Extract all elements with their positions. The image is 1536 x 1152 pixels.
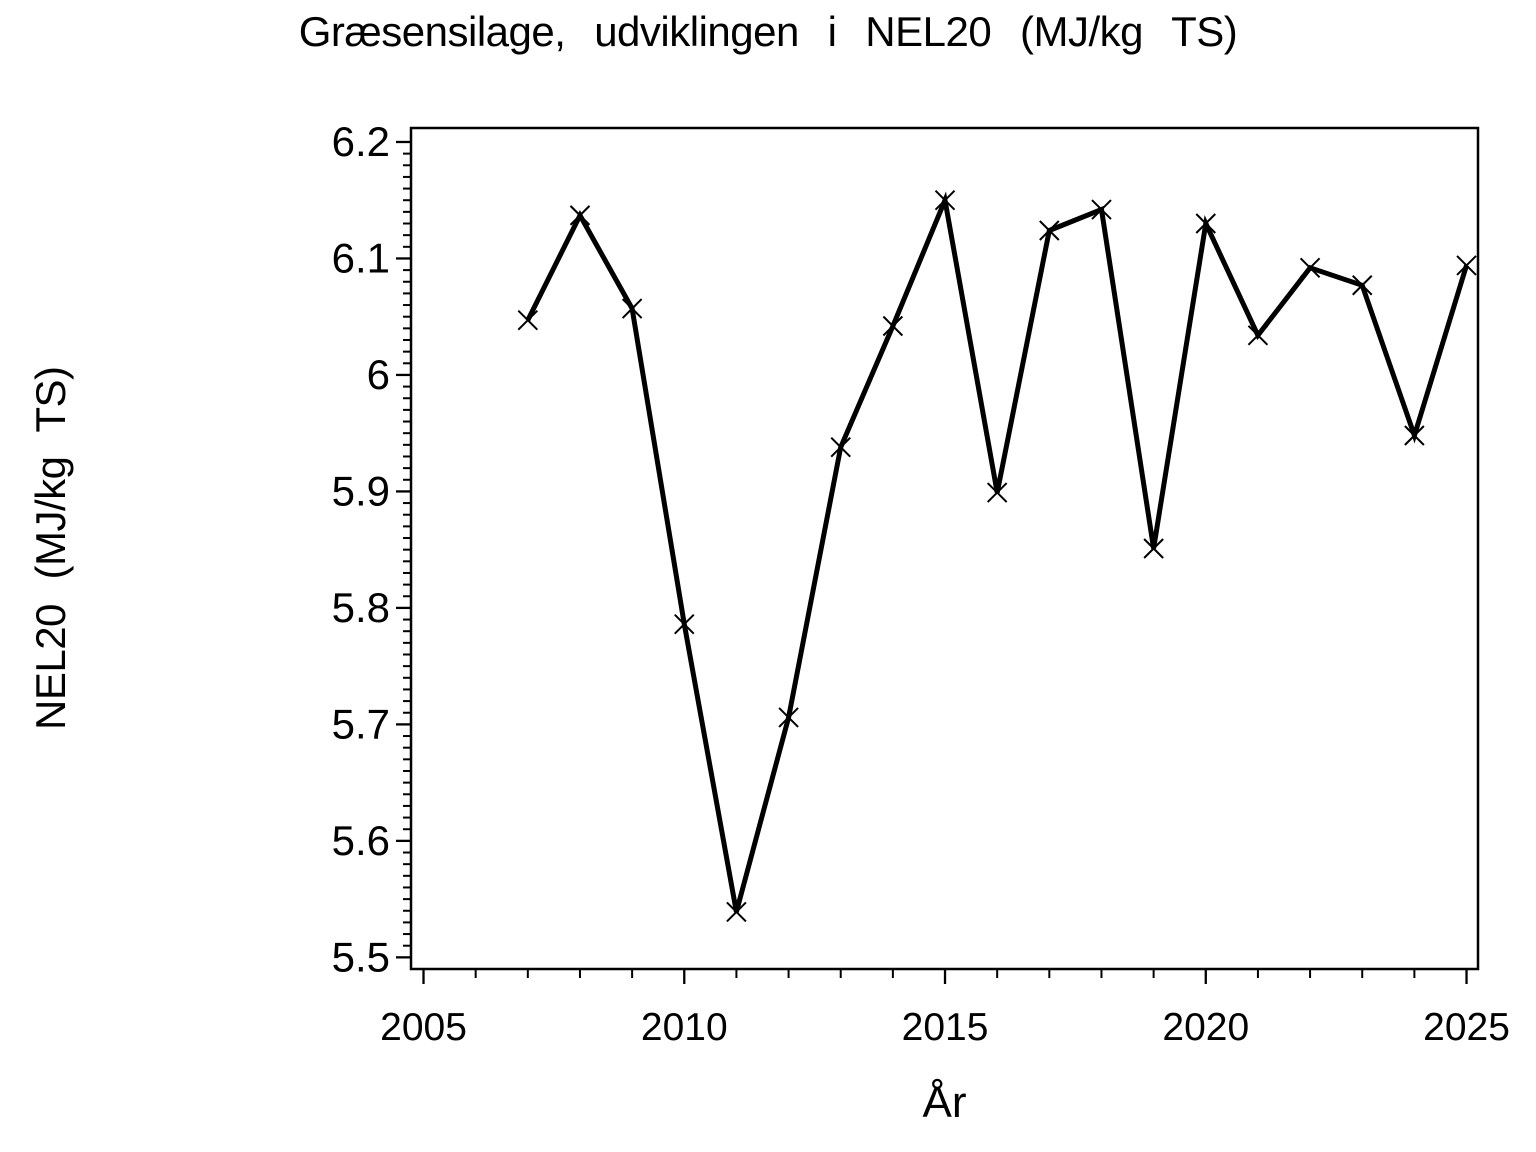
x-marker [1247, 325, 1269, 346]
x-marker [986, 482, 1008, 503]
y-tick-label: 5.9 [332, 467, 390, 514]
x-axis-title: År [922, 1078, 967, 1127]
x-marker [621, 298, 643, 319]
x-marker [830, 436, 851, 458]
x-marker [934, 190, 956, 211]
x-marker [726, 901, 747, 923]
x-marker [674, 614, 695, 635]
x-marker [1299, 257, 1321, 278]
x-marker [1039, 220, 1060, 241]
major-ticks [396, 140, 1468, 984]
axis-frame [409, 126, 1480, 971]
y-tick-label: 5.8 [332, 584, 390, 631]
x-marker [1404, 425, 1425, 446]
x-tick-label: 2020 [1162, 1006, 1249, 1049]
y-tick-label: 6.2 [332, 118, 390, 165]
x-tick-label: 2010 [641, 1006, 728, 1049]
data-markers [517, 190, 1477, 923]
y-tick-label: 6.1 [332, 234, 390, 281]
y-tick-label: 5.7 [332, 700, 390, 747]
x-marker [882, 315, 904, 337]
x-marker [778, 707, 799, 728]
x-tick-label: 2015 [902, 1006, 989, 1049]
x-marker [569, 205, 591, 226]
x-tick-label: 2005 [380, 1006, 467, 1049]
y-tick-labels: 5.5 5.6 5.7 5.8 5.9 6 6.1 6.2 [332, 118, 390, 980]
data-line [525, 191, 1469, 913]
x-marker [1143, 538, 1164, 559]
chart-title: Græsensilage, udviklingen i NEL20 (MJ/kg… [298, 8, 1238, 55]
y-tick-label: 5.5 [332, 933, 390, 980]
y-tick-label: 6 [367, 351, 390, 398]
x-marker [1456, 255, 1477, 276]
y-tick-label: 5.6 [332, 817, 390, 864]
x-marker [1091, 199, 1112, 220]
x-tick-labels: 2005 2010 2015 2020 2025 [380, 1006, 1510, 1049]
x-marker [517, 309, 539, 331]
x-tick-label: 2025 [1423, 1006, 1510, 1049]
minor-ticks [403, 152, 1416, 978]
x-marker [1352, 275, 1373, 296]
x-marker [1195, 213, 1216, 234]
